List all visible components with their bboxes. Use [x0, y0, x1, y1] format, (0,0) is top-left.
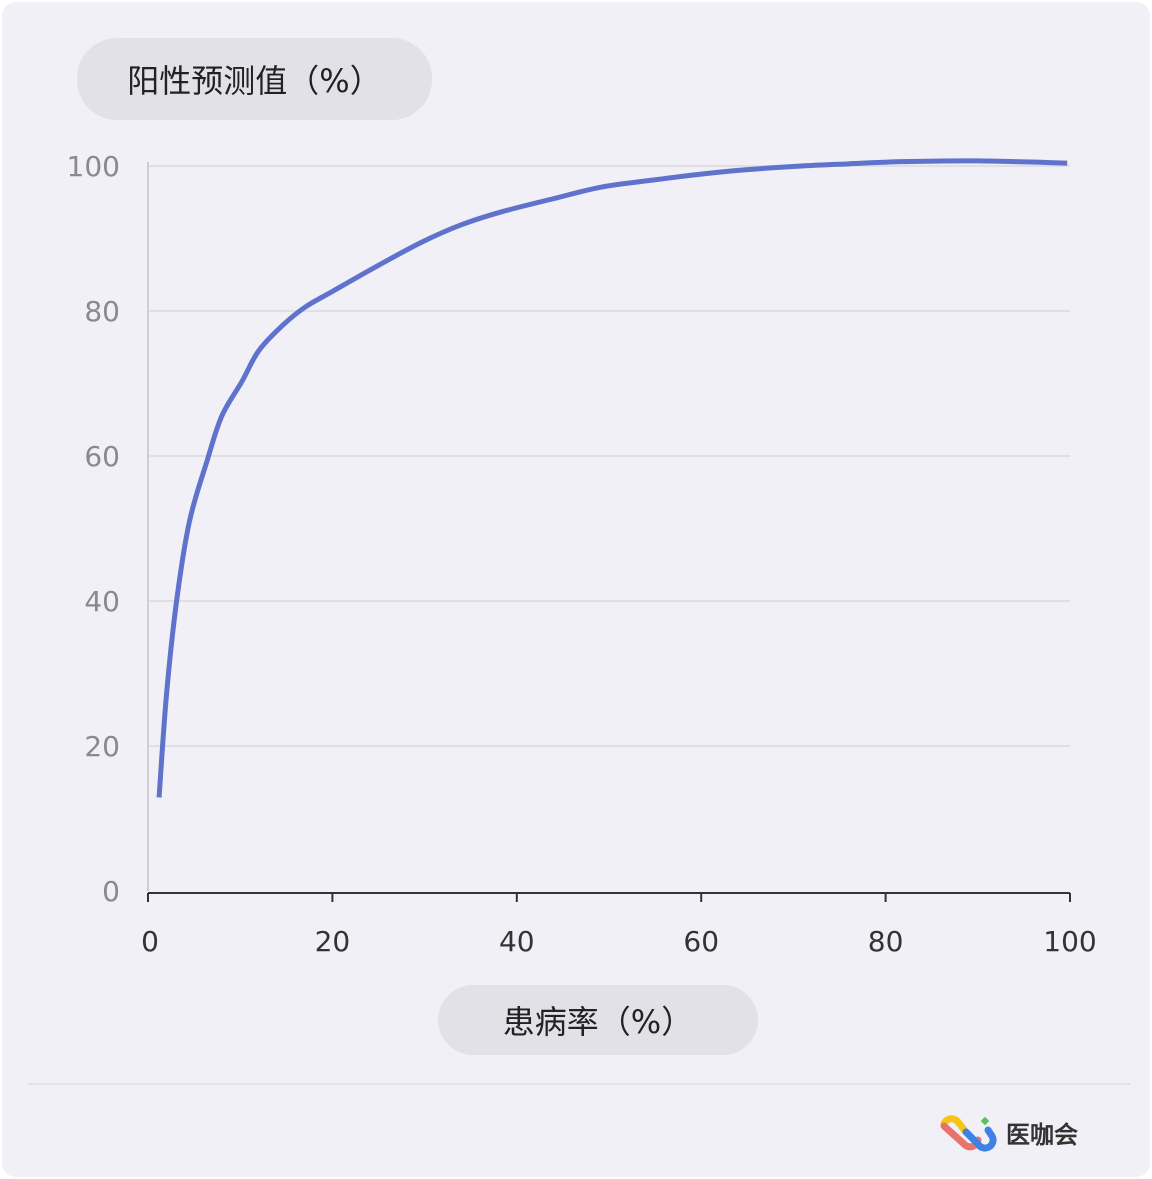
- x-tick-label: 0: [141, 925, 159, 958]
- y-tick-label: 20: [84, 730, 120, 763]
- x-tick-label: 100: [1043, 925, 1096, 958]
- y-axis-label: 阳性预测值（%）: [77, 38, 432, 120]
- x-tick-label: 60: [683, 925, 719, 958]
- x-tick-label: 40: [499, 925, 535, 958]
- brand-name: 医咖会: [1006, 1120, 1078, 1149]
- x-tick-label: 20: [315, 925, 351, 958]
- y-tick-label: 40: [84, 585, 120, 618]
- line-chart: 0 20 40 60 80 100 0 20 40 60 80 100: [67, 150, 1097, 958]
- x-axis-label: 患病率（%）: [438, 985, 758, 1055]
- ppv-curve: [156, 158, 1068, 798]
- y-tick-label: 0: [102, 875, 120, 908]
- x-tick-label: 80: [868, 925, 904, 958]
- divider: [28, 1083, 1131, 1085]
- y-tick-label: 60: [84, 440, 120, 473]
- brand-logo: 医咖会: [936, 1112, 1078, 1152]
- brand-logo-icon: [940, 1115, 997, 1152]
- y-tick-label: 80: [84, 295, 120, 328]
- y-tick-label: 100: [67, 150, 120, 183]
